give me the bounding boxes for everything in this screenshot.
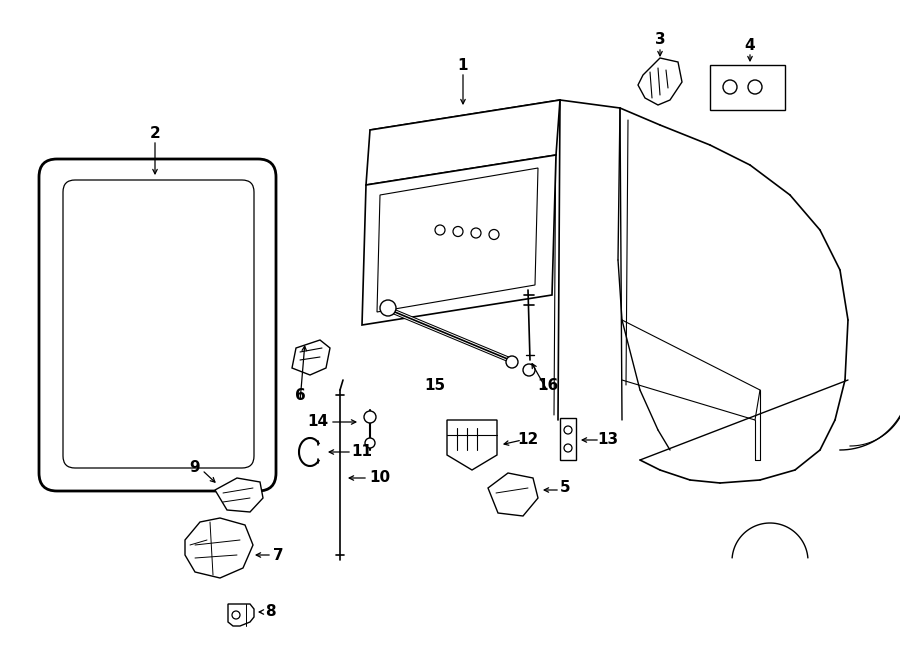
Text: 11: 11 <box>352 444 373 459</box>
Text: 5: 5 <box>560 481 571 496</box>
Circle shape <box>435 225 445 235</box>
Polygon shape <box>215 478 263 512</box>
Circle shape <box>380 300 396 316</box>
Text: 13: 13 <box>598 432 618 447</box>
Text: 9: 9 <box>190 461 201 475</box>
Circle shape <box>523 364 535 376</box>
Polygon shape <box>55 175 260 475</box>
Polygon shape <box>228 604 254 626</box>
Text: 15: 15 <box>425 377 446 393</box>
Bar <box>710 65 785 110</box>
Text: 2: 2 <box>149 126 160 141</box>
Polygon shape <box>447 420 497 470</box>
Text: 8: 8 <box>265 605 275 619</box>
Text: 14: 14 <box>308 414 328 430</box>
Polygon shape <box>377 168 538 312</box>
Polygon shape <box>638 58 682 105</box>
Text: 10: 10 <box>369 471 391 485</box>
Bar <box>560 418 576 460</box>
Circle shape <box>564 444 572 452</box>
Circle shape <box>506 356 518 368</box>
Text: 3: 3 <box>654 32 665 48</box>
Text: 6: 6 <box>294 387 305 403</box>
FancyBboxPatch shape <box>39 159 276 491</box>
Circle shape <box>364 411 376 423</box>
Circle shape <box>723 80 737 94</box>
Text: 7: 7 <box>273 547 284 563</box>
Circle shape <box>232 611 240 619</box>
Circle shape <box>453 227 463 237</box>
Circle shape <box>471 228 481 238</box>
Polygon shape <box>362 155 556 325</box>
Circle shape <box>489 229 499 239</box>
Polygon shape <box>292 340 330 375</box>
Polygon shape <box>366 100 560 185</box>
Polygon shape <box>488 473 538 516</box>
Circle shape <box>564 426 572 434</box>
Text: 16: 16 <box>537 377 559 393</box>
Text: 4: 4 <box>744 38 755 52</box>
Text: 1: 1 <box>458 58 468 73</box>
Polygon shape <box>185 518 253 578</box>
Circle shape <box>365 438 375 448</box>
Text: 12: 12 <box>518 432 538 447</box>
FancyBboxPatch shape <box>63 180 254 468</box>
Circle shape <box>748 80 762 94</box>
